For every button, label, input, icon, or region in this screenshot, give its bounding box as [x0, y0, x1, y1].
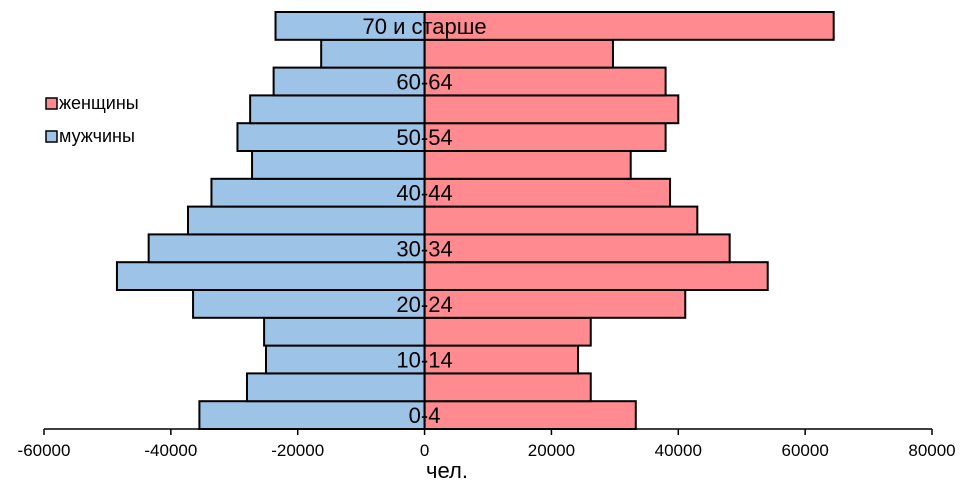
bar-female-3 — [423, 316, 592, 347]
legend: женщины мужчины — [45, 93, 139, 146]
x-tick-label: -20000 — [271, 441, 324, 460]
bar-female-8 — [423, 177, 672, 208]
x-tick-label: 0 — [420, 441, 429, 460]
bar-male-13 — [320, 38, 426, 69]
bar-female-7 — [423, 205, 699, 236]
bar-female-13 — [423, 38, 614, 69]
bar-male-0 — [198, 400, 426, 431]
x-tick-label: -40000 — [144, 441, 197, 460]
legend-label: женщины — [59, 93, 139, 113]
bar-male-2 — [265, 344, 426, 375]
bar-male-6 — [147, 233, 426, 264]
bar-male-3 — [263, 316, 426, 347]
bar-male-11 — [249, 94, 426, 125]
legend-swatch — [45, 130, 58, 143]
bar-male-10 — [236, 122, 426, 152]
x-axis-label: чел. — [426, 458, 468, 483]
bars-layer — [115, 11, 835, 431]
legend-swatch — [45, 97, 58, 110]
bar-male-8 — [210, 177, 426, 208]
x-tick-label: 40000 — [655, 441, 702, 460]
x-tick-label: -60000 — [18, 441, 71, 460]
bar-female-6 — [423, 233, 731, 264]
bar-female-10 — [423, 122, 667, 152]
bar-female-12 — [423, 66, 667, 97]
bar-male-5 — [115, 261, 426, 292]
x-tick-label: 80000 — [908, 441, 955, 460]
bar-female-11 — [423, 94, 680, 125]
x-tick-labels-layer: -60000 -40000 -20000 0 20000 40000 60000 80000 — [18, 441, 956, 460]
bar-female-5 — [423, 261, 769, 292]
bar-male-9 — [251, 150, 426, 180]
x-tick-label: 20000 — [528, 441, 575, 460]
bar-female-1 — [423, 372, 592, 403]
bar-female-0 — [423, 400, 637, 431]
bar-female-9 — [423, 150, 632, 180]
bar-male-4 — [192, 289, 426, 319]
bar-male-7 — [186, 205, 426, 236]
x-axis — [43, 12, 933, 435]
bar-male-1 — [245, 372, 426, 403]
legend-label: мужчины — [59, 126, 135, 146]
bar-female-4 — [423, 289, 687, 319]
x-tick-label: 60000 — [782, 441, 829, 460]
